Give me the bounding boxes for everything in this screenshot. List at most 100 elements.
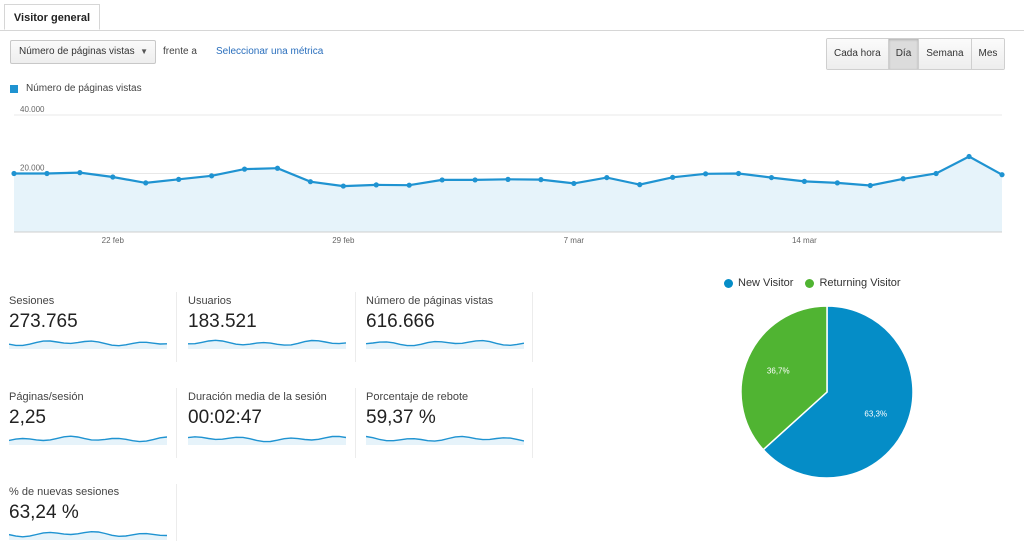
sparkline-area bbox=[9, 341, 167, 349]
series-swatch bbox=[10, 84, 18, 93]
new-visitor-dot bbox=[724, 278, 733, 288]
series-area bbox=[14, 156, 1002, 232]
metric-value: 183.521 bbox=[188, 311, 257, 332]
card-divider bbox=[176, 484, 177, 541]
chevron-down-icon: ▼ bbox=[140, 47, 148, 56]
metric-card-bounce-rate[interactable]: Porcentaje de rebote 59,37 % bbox=[366, 391, 526, 461]
x-tick-label: 14 mar bbox=[792, 236, 817, 245]
data-point bbox=[77, 170, 83, 176]
metric-label: % de nuevas sesiones bbox=[9, 486, 120, 498]
pie-slice-label: 36,7% bbox=[767, 366, 790, 375]
metric-sparkline bbox=[188, 339, 346, 349]
metric-sparkline bbox=[9, 530, 167, 540]
pie-legend-label: New Visitor bbox=[738, 277, 794, 289]
sparkline-area bbox=[9, 436, 167, 445]
metric-value: 616.666 bbox=[366, 311, 435, 332]
tab-overview[interactable]: Visitor general bbox=[4, 4, 100, 30]
metric-card-sessions[interactable]: Sesiones 273.765 bbox=[9, 295, 169, 365]
chart-legend: Número de páginas vistas bbox=[10, 83, 142, 94]
data-point bbox=[11, 170, 17, 177]
metric-label: Duración media de la sesión bbox=[188, 391, 327, 403]
period-selector: Cada hora Día Semana Mes bbox=[826, 38, 1006, 70]
x-tick-label: 29 feb bbox=[332, 236, 355, 245]
data-point bbox=[834, 180, 840, 186]
data-point bbox=[274, 165, 281, 171]
data-point bbox=[637, 182, 643, 188]
metric-value: 00:02:47 bbox=[188, 407, 262, 428]
sparkline-line bbox=[9, 530, 167, 538]
data-point bbox=[966, 153, 972, 160]
card-divider bbox=[176, 292, 177, 362]
metric-card-users[interactable]: Usuarios 183.521 bbox=[188, 295, 348, 365]
pie-slice-label: 63,3% bbox=[864, 410, 887, 419]
data-point bbox=[241, 166, 248, 172]
pie-legend: New Visitor Returning Visitor bbox=[724, 277, 913, 289]
metric-card-pageviews[interactable]: Número de páginas vistas 616.666 bbox=[366, 295, 526, 365]
card-divider bbox=[532, 388, 533, 458]
data-point bbox=[604, 174, 610, 181]
metric-label: Sesiones bbox=[9, 295, 55, 307]
sparkline-line bbox=[188, 339, 346, 346]
data-point bbox=[735, 170, 742, 177]
pie-legend-new[interactable]: New Visitor bbox=[724, 277, 793, 289]
metric-sparkline bbox=[366, 339, 524, 349]
data-point bbox=[703, 171, 709, 177]
x-tick-label: 22 feb bbox=[102, 236, 125, 245]
metric-sparkline bbox=[188, 435, 346, 445]
metric-card-new-sessions[interactable]: % de nuevas sesiones 63,24 % bbox=[9, 486, 169, 556]
data-point bbox=[801, 178, 808, 184]
data-point bbox=[110, 174, 116, 180]
sparkline-line bbox=[9, 435, 167, 443]
metric-label: Páginas/sesión bbox=[9, 391, 84, 403]
metric-value: 63,24 % bbox=[9, 502, 79, 523]
pie-slice bbox=[740, 305, 828, 451]
card-divider bbox=[176, 388, 177, 458]
period-day-button[interactable]: Día bbox=[888, 39, 920, 69]
period-hourly-button[interactable]: Cada hora bbox=[827, 39, 889, 69]
y-tick-label: 20.000 bbox=[20, 164, 45, 173]
metric-select-value: Número de páginas vistas bbox=[19, 46, 135, 57]
pie-slice bbox=[762, 305, 914, 479]
sparkline-line bbox=[366, 339, 524, 347]
select-metric-link[interactable]: Seleccionar una métrica bbox=[216, 46, 324, 57]
metric-sparkline bbox=[9, 435, 167, 445]
sparkline-area bbox=[188, 436, 346, 445]
metric-sparkline bbox=[9, 340, 167, 349]
metric-label: Usuarios bbox=[188, 295, 232, 307]
visitor-type-pie: 63,3% 36,7% bbox=[740, 305, 914, 479]
data-point bbox=[209, 173, 215, 179]
card-divider bbox=[532, 292, 533, 362]
data-point bbox=[143, 180, 149, 186]
data-point bbox=[571, 180, 577, 187]
sparkline-area bbox=[366, 340, 524, 349]
metric-label: Número de páginas vistas bbox=[366, 295, 494, 307]
data-point bbox=[933, 170, 939, 177]
x-tick-label: 7 mar bbox=[564, 236, 585, 245]
sparkline-line bbox=[366, 435, 524, 442]
pie-legend-label: Returning Visitor bbox=[819, 277, 901, 289]
data-point bbox=[999, 172, 1005, 178]
data-point bbox=[373, 182, 379, 188]
metric-select[interactable]: Número de páginas vistas ▼ bbox=[10, 40, 156, 64]
sparkline-line bbox=[188, 435, 346, 443]
y-tick-label: 40.000 bbox=[20, 105, 45, 114]
data-point bbox=[867, 182, 873, 189]
metric-value: 2,25 bbox=[9, 407, 46, 428]
chart-legend-label: Número de páginas vistas bbox=[26, 83, 142, 94]
period-month-button[interactable]: Mes bbox=[971, 39, 1005, 69]
pie-legend-returning[interactable]: Returning Visitor bbox=[805, 277, 901, 289]
metric-sparkline bbox=[366, 435, 524, 445]
data-point bbox=[900, 176, 906, 182]
returning-visitor-dot bbox=[805, 278, 815, 288]
tab-bar: Visitor general bbox=[0, 0, 1024, 31]
metric-value: 273.765 bbox=[9, 311, 78, 332]
sparkline-line bbox=[9, 340, 167, 347]
metric-card-pages-per-session[interactable]: Páginas/sesión 2,25 bbox=[9, 391, 169, 461]
data-point bbox=[472, 177, 478, 183]
data-point bbox=[505, 176, 511, 182]
data-point bbox=[538, 177, 544, 183]
period-week-button[interactable]: Semana bbox=[919, 39, 972, 69]
metric-card-avg-session-duration[interactable]: Duración media de la sesión 00:02:47 bbox=[188, 391, 348, 461]
metric-value: 59,37 % bbox=[366, 407, 436, 428]
pageviews-chart: 40.000 20.000 22 feb 29 feb 7 mar 14 mar bbox=[11, 105, 1005, 245]
